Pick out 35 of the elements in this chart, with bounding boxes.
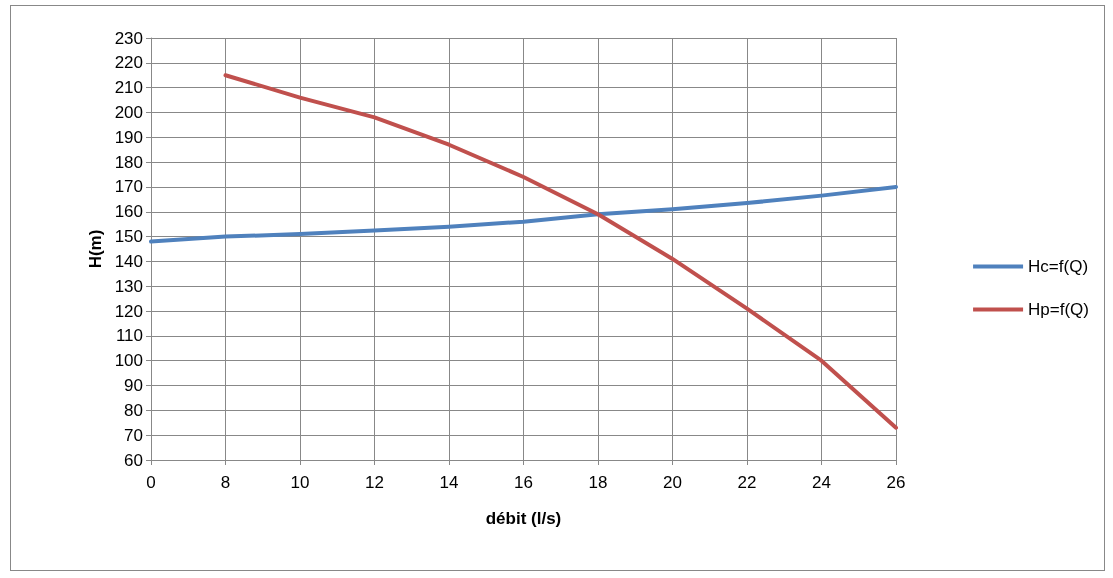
y-tick-label: 70 [124, 425, 143, 445]
x-tick-label: 22 [737, 473, 757, 492]
y-tick-label: 110 [115, 326, 143, 346]
x-tick-label: 24 [812, 473, 831, 492]
line-series [149, 184, 898, 244]
y-tick-label: 210 [114, 78, 143, 98]
x-tick-label: 8 [220, 473, 231, 492]
y-tick-label: 100 [114, 351, 143, 371]
y-tick-label: 150 [114, 227, 143, 247]
y-axis-title: H(m) [85, 229, 105, 269]
x-tick-label: 16 [514, 473, 533, 492]
y-tick-label: 90 [124, 376, 143, 396]
line-series [223, 73, 898, 430]
y-tick-label: 200 [114, 102, 143, 122]
x-tick-label: 26 [886, 473, 906, 492]
y-tick-label: 180 [114, 152, 143, 172]
y-tick-label: 190 [114, 127, 143, 147]
x-tick-label: 10 [290, 473, 310, 492]
x-tick-label: 18 [588, 473, 608, 492]
legend-label: Hp=f(Q) [1028, 300, 1090, 319]
y-tick-label: 140 [114, 251, 143, 271]
x-axis-title: débit (l/s) [485, 509, 562, 528]
y-tick-label: 220 [114, 53, 143, 73]
x-tick-label: 0 [146, 473, 156, 492]
x-tick-label: 14 [439, 473, 459, 492]
legend-label: Hc=f(Q) [1028, 257, 1089, 276]
y-tick-label: 130 [114, 276, 143, 296]
y-tick-label: 170 [114, 177, 143, 197]
y-tick-label: 230 [114, 28, 143, 48]
y-tick-label: 120 [114, 301, 143, 321]
x-tick-label: 12 [365, 473, 384, 492]
y-tick-label: 160 [114, 202, 143, 222]
x-tick-label: 20 [663, 473, 682, 492]
y-tick-label: 60 [124, 450, 143, 470]
y-tick-label: 80 [124, 400, 143, 420]
